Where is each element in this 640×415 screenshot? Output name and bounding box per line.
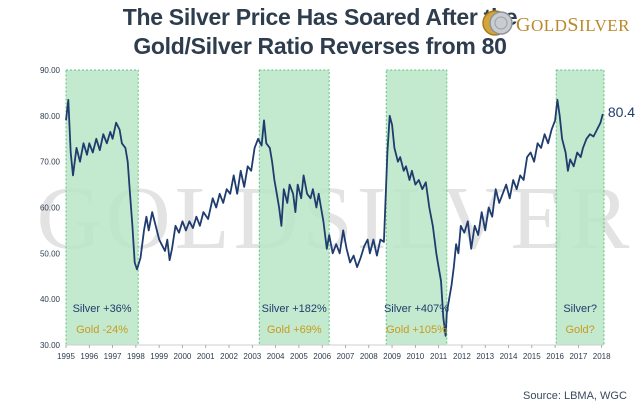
coin-logo-icon	[482, 10, 513, 36]
y-tick-label: 80.00	[40, 112, 61, 121]
x-tick-label: 1996	[80, 352, 98, 361]
ratio-band-1	[65, 69, 139, 346]
x-tick-label: 2017	[569, 352, 587, 361]
y-tick-label: 50.00	[40, 249, 61, 258]
chart-title-line1: The Silver Price Has Soared After the	[122, 4, 518, 30]
x-tick-label: 2008	[360, 352, 378, 361]
x-tick-label: 2007	[337, 352, 355, 361]
logo-text: GOLDSILVER	[516, 14, 631, 36]
end-value-label: 80.4	[608, 104, 635, 120]
x-tick-label: 2001	[197, 352, 215, 361]
silver-gain-label: Silver +36%	[73, 303, 132, 315]
gold-gain-label: Gold -24%	[76, 324, 128, 336]
x-tick-label: 2009	[383, 352, 401, 361]
x-tick-label: 1995	[57, 352, 75, 361]
ratio-band-4	[555, 69, 605, 346]
y-tick-label: 70.00	[40, 158, 61, 167]
chart-title-line2: Gold/Silver Ratio Reverses from 80	[133, 33, 507, 59]
x-tick-label: 2003	[243, 352, 261, 361]
gold-gain-label: Gold +69%	[267, 324, 322, 336]
gold-gain-label: Gold +105%	[386, 324, 447, 336]
source-note: Source: LBMA, WGC	[523, 390, 627, 402]
x-tick-label: 2002	[220, 352, 238, 361]
silver-gain-label: Silver +182%	[262, 303, 327, 315]
x-tick-label: 2006	[313, 352, 331, 361]
x-tick-label: 2010	[406, 352, 424, 361]
x-tick-label: 2015	[523, 352, 541, 361]
x-tick-label: 1997	[104, 352, 122, 361]
y-tick-label: 40.00	[40, 295, 61, 304]
silver-gain-label: Silver?	[563, 303, 597, 315]
silver-gain-label: Silver +407%	[384, 303, 449, 315]
x-tick-label: 1998	[127, 352, 145, 361]
x-tick-label: 2013	[476, 352, 494, 361]
x-tick-label: 2012	[453, 352, 471, 361]
gold-gain-label: Gold?	[565, 324, 594, 336]
x-tick-label: 2005	[290, 352, 308, 361]
x-tick-label: 2016	[546, 352, 564, 361]
y-tick-label: 60.00	[40, 204, 61, 213]
ratio-series-line	[65, 98, 604, 337]
y-tick-label: 90.00	[40, 66, 61, 75]
x-tick-label: 2014	[500, 352, 518, 361]
x-tick-label: 2000	[174, 352, 192, 361]
goldsilver-logo: GOLDSILVER	[482, 8, 632, 38]
x-tick-label: 2011	[430, 352, 448, 361]
x-tick-label: 1999	[150, 352, 168, 361]
y-tick-label: 30.00	[40, 341, 61, 350]
x-tick-label: 2018	[593, 352, 611, 361]
x-tick-label: 2004	[267, 352, 285, 361]
